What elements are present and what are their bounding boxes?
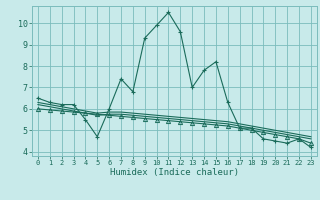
X-axis label: Humidex (Indice chaleur): Humidex (Indice chaleur) xyxy=(110,168,239,177)
